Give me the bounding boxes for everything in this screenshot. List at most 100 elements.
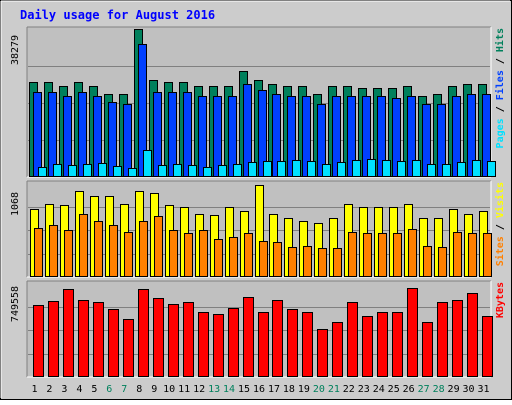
bar-sites-day-17 <box>273 242 282 277</box>
bar-sites-day-9 <box>154 216 163 277</box>
x-tick-label: 26 <box>403 384 415 395</box>
bar-kbytes-day-23 <box>362 316 373 377</box>
bar-kbytes-day-24 <box>377 312 388 377</box>
bar-files-day-19 <box>302 96 311 177</box>
bar-files-day-16 <box>258 90 267 177</box>
bar-sites-day-18 <box>288 247 297 277</box>
bar-pages-day-4 <box>83 164 92 177</box>
legend-entry-visits: Visits <box>494 182 506 218</box>
x-tick-label: 5 <box>91 384 97 395</box>
bar-files-day-20 <box>317 104 326 177</box>
x-tick-label: 24 <box>373 384 385 395</box>
bar-files-day-3 <box>63 96 72 177</box>
bar-kbytes-day-7 <box>123 319 134 377</box>
x-tick-label: 15 <box>238 384 250 395</box>
x-tick-label: 31 <box>477 384 489 395</box>
x-tick-label: 25 <box>388 384 400 395</box>
panel-kbytes: 749558 KBytes <box>10 280 506 378</box>
bar-sites-day-30 <box>468 233 477 277</box>
bar-pages-day-30 <box>472 160 481 177</box>
bar-pages-day-24 <box>382 160 391 177</box>
max-value-label: 1068 <box>10 192 21 216</box>
bar-sites-day-28 <box>438 247 447 277</box>
bar-files-day-7 <box>123 104 132 177</box>
bar-kbytes-day-13 <box>213 314 224 377</box>
bar-files-day-26 <box>407 96 416 177</box>
bar-sites-day-16 <box>259 241 268 277</box>
bar-pages-day-1 <box>38 167 47 177</box>
bar-kbytes-day-27 <box>422 322 433 377</box>
x-tick-label: 16 <box>253 384 265 395</box>
bar-pages-day-14 <box>233 164 242 177</box>
bar-pages-day-19 <box>307 161 316 177</box>
bar-kbytes-day-31 <box>482 316 493 377</box>
bar-sites-day-1 <box>34 228 43 277</box>
bar-kbytes-day-18 <box>287 309 298 377</box>
x-tick-label: 18 <box>283 384 295 395</box>
bar-sites-day-21 <box>333 248 342 277</box>
bar-pages-day-22 <box>352 160 361 177</box>
bar-pages-day-18 <box>292 160 301 177</box>
x-tick-label: 12 <box>193 384 205 395</box>
bar-sites-day-27 <box>423 246 432 277</box>
x-tick-label: 30 <box>463 384 475 395</box>
bar-sites-day-22 <box>348 232 357 277</box>
x-tick-label: 2 <box>46 384 52 395</box>
x-tick-label: 17 <box>268 384 280 395</box>
bar-sites-day-20 <box>318 248 327 277</box>
series-kbytes <box>33 288 493 377</box>
x-tick-label: 19 <box>298 384 310 395</box>
bar-kbytes-day-16 <box>258 312 269 377</box>
legend-separator: / <box>495 52 506 70</box>
bar-kbytes-day-19 <box>302 312 313 377</box>
x-tick-label: 7 <box>121 384 127 395</box>
bar-pages-day-6 <box>113 166 122 177</box>
bar-kbytes-day-12 <box>198 312 209 377</box>
bar-pages-day-5 <box>98 163 107 177</box>
bar-files-day-12 <box>198 96 207 177</box>
bar-sites-day-10 <box>169 230 178 277</box>
panel-hits-files-pages: 38279 Pages / Files / Hits <box>10 26 506 178</box>
bar-kbytes-day-30 <box>467 293 478 377</box>
bar-kbytes-day-28 <box>437 302 448 377</box>
series-sites <box>34 214 492 277</box>
bar-sites-day-3 <box>64 230 73 277</box>
bar-pages-day-3 <box>68 165 77 177</box>
legend-separator: / <box>495 100 506 118</box>
x-tick-label: 29 <box>448 384 460 395</box>
legend: Pages / Files / Hits <box>494 28 506 148</box>
x-tick-label: 3 <box>61 384 67 395</box>
panel-visits-sites: 1068 Sites / Visits <box>10 180 506 278</box>
legend-entry-kbytes: KBytes <box>495 282 506 318</box>
bar-sites-day-15 <box>244 233 253 277</box>
bar-kbytes-day-10 <box>168 304 179 377</box>
bar-files-day-1 <box>33 92 42 177</box>
bar-files-day-27 <box>422 104 431 177</box>
bar-kbytes-day-4 <box>78 300 89 377</box>
x-tick-label: 21 <box>328 384 340 395</box>
legend-entry-pages: Pages <box>495 118 506 148</box>
bar-kbytes-day-20 <box>317 329 328 377</box>
legend-separator: / <box>495 218 506 236</box>
bar-pages-day-2 <box>53 164 62 177</box>
bar-sites-day-13 <box>214 239 223 277</box>
legend: KBytes <box>495 282 506 318</box>
legend-entry-files: Files <box>494 70 506 100</box>
x-tick-label: 28 <box>433 384 445 395</box>
bar-sites-day-11 <box>184 233 193 277</box>
legend-entry-hits: Hits <box>494 28 506 52</box>
x-tick-label: 22 <box>343 384 355 395</box>
bar-files-day-28 <box>437 104 446 177</box>
bar-kbytes-day-21 <box>332 322 343 377</box>
bar-pages-day-28 <box>442 164 451 177</box>
bar-pages-day-20 <box>322 164 331 177</box>
x-tick-label: 23 <box>358 384 370 395</box>
bar-sites-day-14 <box>229 237 238 277</box>
legend-entry-sites: Sites <box>494 236 506 266</box>
bar-files-day-14 <box>228 96 237 177</box>
bar-kbytes-day-29 <box>452 300 463 377</box>
bar-kbytes-day-6 <box>108 309 119 377</box>
bar-sites-day-6 <box>109 225 118 277</box>
x-tick-label: 27 <box>418 384 430 395</box>
